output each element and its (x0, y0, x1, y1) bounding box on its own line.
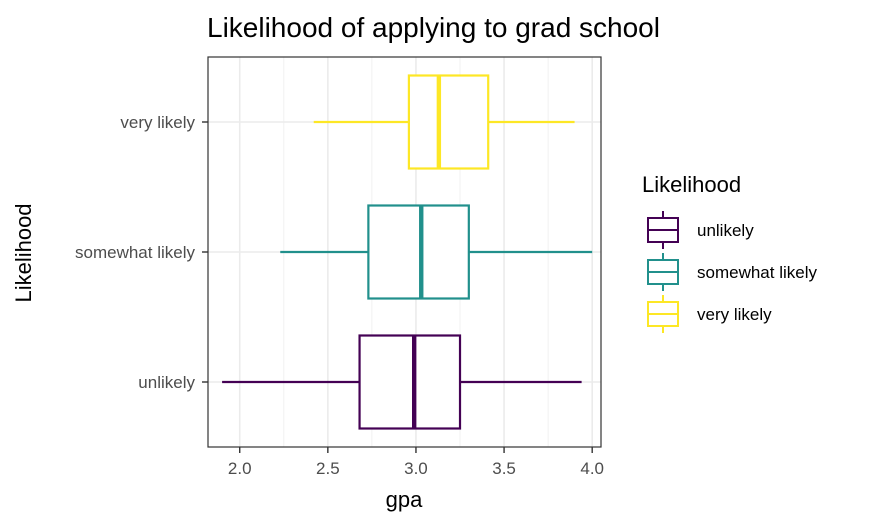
legend-label: very likely (697, 305, 772, 324)
chart-title: Likelihood of applying to grad school (207, 12, 660, 43)
legend: Likelihood unlikely somewhat likely very l… (642, 172, 817, 333)
legend-label: unlikely (697, 221, 754, 240)
legend-key-somewhat-likely (647, 253, 679, 291)
boxplot-somewhat-likely (280, 204, 593, 300)
boxplot-unlikely (222, 334, 582, 430)
box (407, 74, 490, 170)
x-tick-label: 4.0 (580, 459, 604, 478)
box (358, 334, 462, 430)
y-tick-label: somewhat likely (75, 243, 195, 262)
legend-label: somewhat likely (697, 263, 817, 282)
box (367, 204, 470, 300)
plot-area: 2.0 2.5 3.0 3.5 4.0 unlikely somewhat likely ve… (75, 56, 604, 478)
x-axis-title: gpa (386, 487, 423, 512)
y-axis-title: Likelihood (11, 203, 36, 302)
x-tick-label: 3.5 (492, 459, 516, 478)
x-tick-label: 3.0 (404, 459, 428, 478)
x-tick-label: 2.5 (316, 459, 340, 478)
legend-keys: unlikely somewhat likely very likely (647, 211, 817, 333)
boxplot-very-likely (313, 74, 575, 170)
legend-title: Likelihood (642, 172, 741, 197)
y-tick-label: unlikely (138, 373, 195, 392)
legend-key-unlikely (647, 211, 679, 249)
legend-key-very-likely (647, 295, 679, 333)
y-tick-label: very likely (120, 113, 195, 132)
x-tick-label: 2.0 (228, 459, 252, 478)
